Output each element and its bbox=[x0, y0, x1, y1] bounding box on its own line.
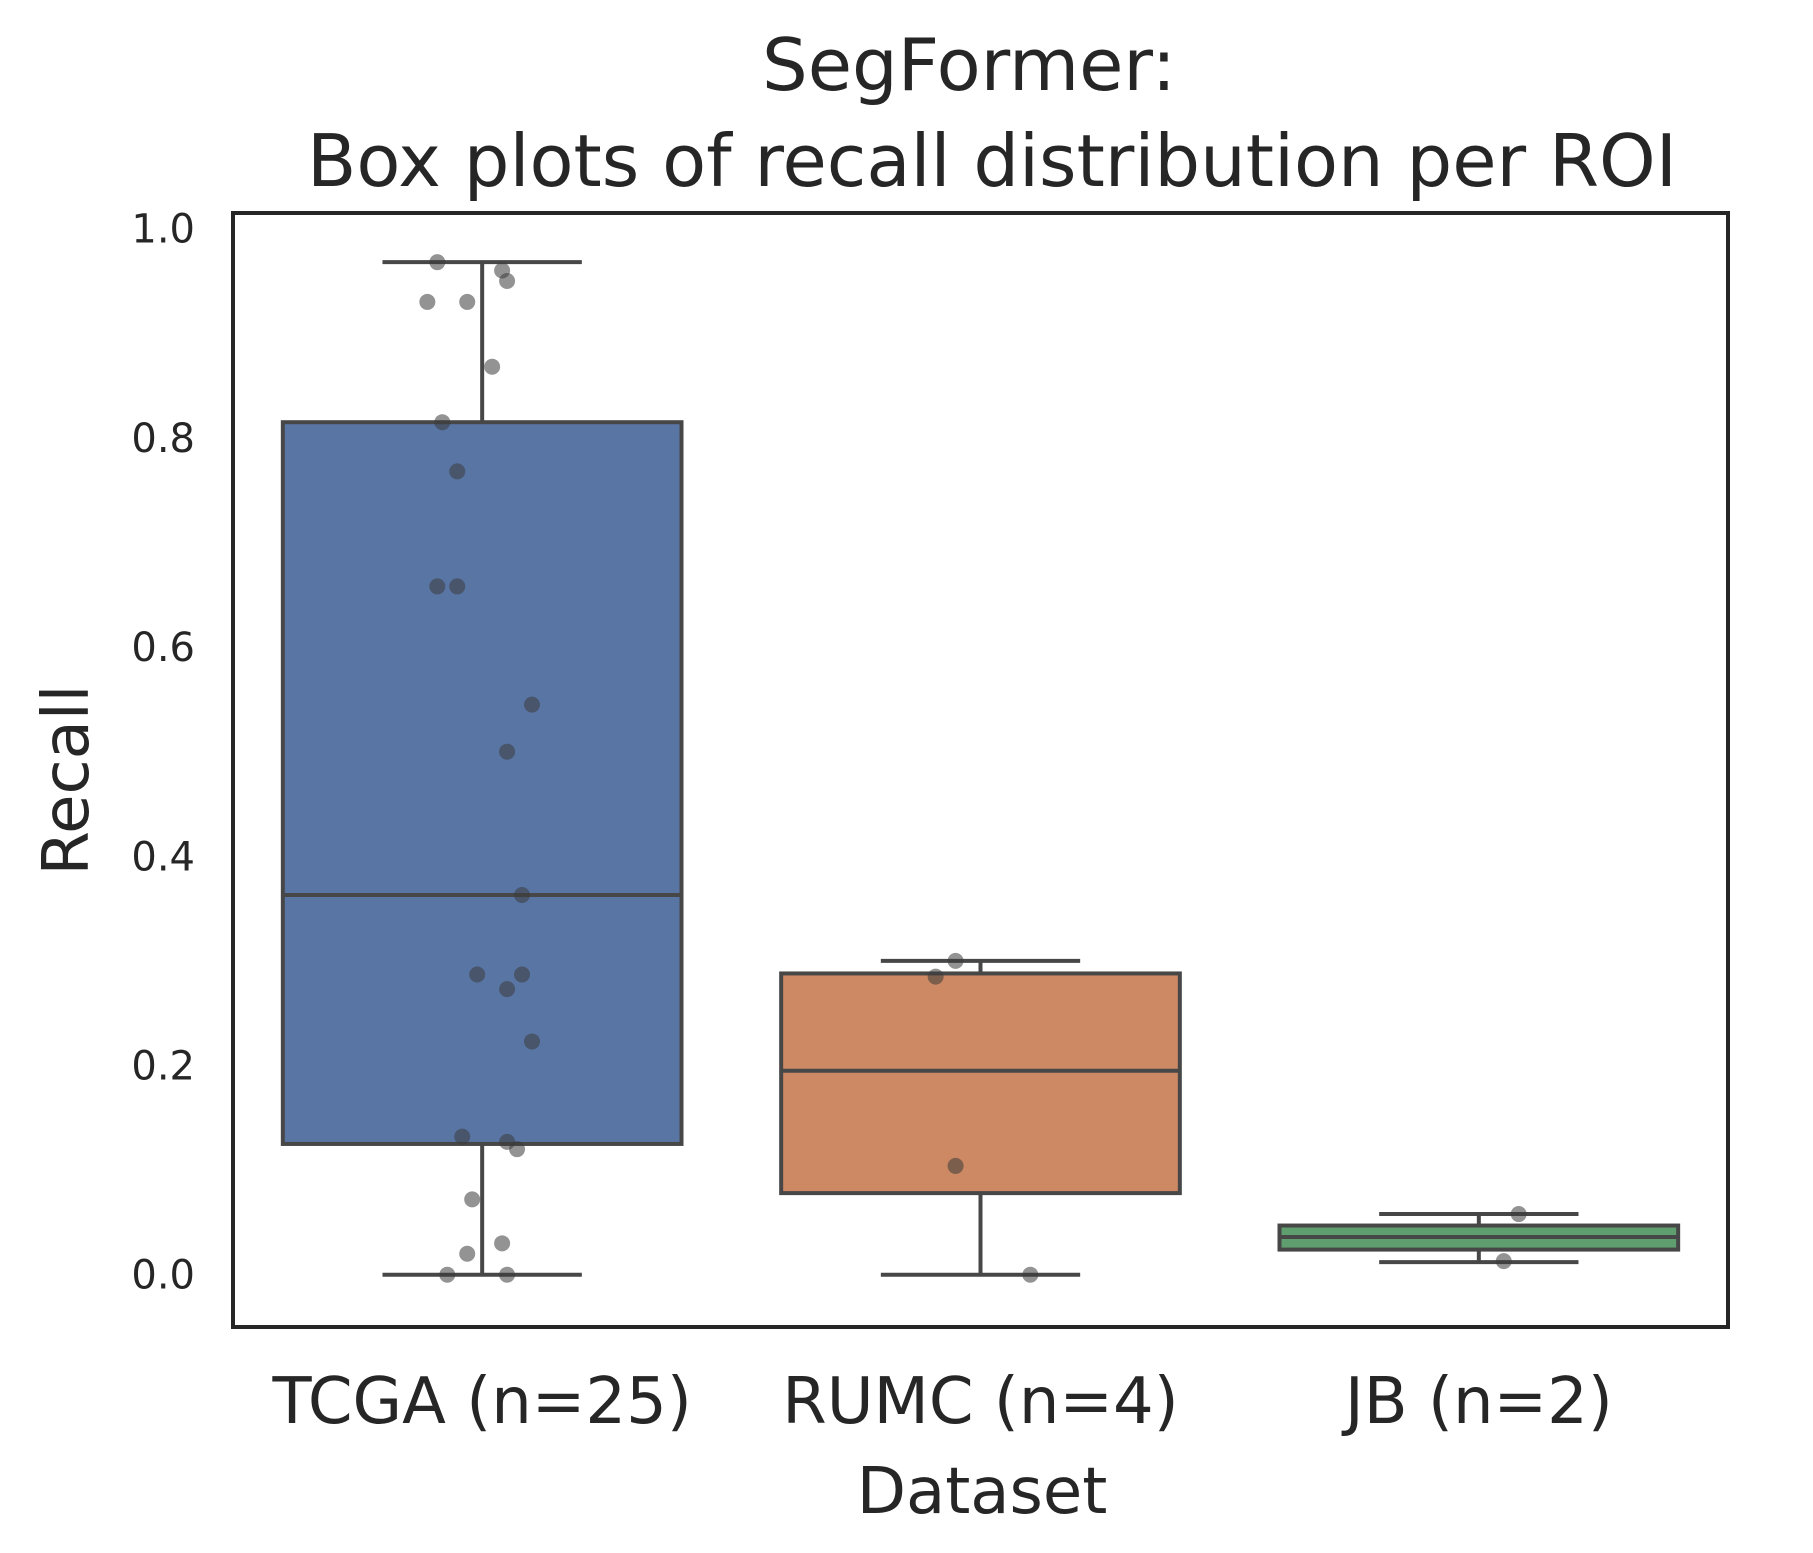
data-point bbox=[524, 696, 540, 713]
data-point bbox=[947, 952, 964, 969]
box-0 bbox=[280, 420, 684, 1146]
data-point bbox=[1495, 1253, 1512, 1270]
chart-title-line1: SegFormer: bbox=[762, 23, 1176, 107]
data-point bbox=[514, 886, 531, 903]
x-tick-label: RUMC (n=4) bbox=[782, 1365, 1178, 1439]
data-point bbox=[459, 1245, 476, 1262]
data-point bbox=[499, 1266, 516, 1283]
data-point bbox=[524, 1033, 540, 1050]
y-axis-ticks: 0.0 0.2 0.4 0.6 0.8 1.0 bbox=[131, 207, 195, 1299]
data-point bbox=[947, 1157, 964, 1174]
data-point bbox=[449, 578, 466, 595]
data-point bbox=[419, 293, 436, 310]
strip-points bbox=[419, 254, 1527, 1283]
data-point bbox=[449, 463, 466, 480]
data-point bbox=[1510, 1206, 1527, 1223]
data-point bbox=[1022, 1266, 1039, 1283]
data-point bbox=[927, 968, 944, 985]
box-series bbox=[280, 260, 1681, 1277]
x-tick-label: TCGA (n=25) bbox=[272, 1365, 692, 1439]
x-axis-ticks: TCGA (n=25) RUMC (n=4) JB (n=2) bbox=[272, 1365, 1613, 1439]
plot-area-frame bbox=[231, 211, 1730, 1329]
y-tick-label: 0.8 bbox=[131, 416, 195, 462]
data-point bbox=[509, 1141, 526, 1158]
data-point bbox=[459, 293, 476, 310]
chart-title-line2: Box plots of recall distribution per ROI bbox=[307, 119, 1677, 203]
data-point bbox=[439, 1266, 456, 1283]
data-point bbox=[499, 981, 516, 998]
data-point bbox=[469, 966, 486, 983]
data-point bbox=[464, 1191, 481, 1208]
data-point bbox=[454, 1128, 471, 1145]
data-point bbox=[484, 358, 501, 375]
x-tick-label: JB (n=2) bbox=[1341, 1365, 1613, 1439]
x-axis-label: Dataset bbox=[857, 1455, 1108, 1529]
data-point bbox=[429, 254, 446, 271]
y-tick-label: 1.0 bbox=[131, 207, 195, 253]
data-point bbox=[499, 272, 516, 289]
data-point bbox=[494, 1235, 511, 1252]
y-tick-label: 0.6 bbox=[131, 625, 195, 671]
y-tick-label: 0.0 bbox=[131, 1253, 195, 1299]
y-tick-label: 0.4 bbox=[131, 834, 195, 880]
data-point bbox=[514, 966, 531, 983]
data-point bbox=[434, 414, 451, 431]
y-axis-label: Recall bbox=[30, 685, 104, 876]
data-point bbox=[499, 743, 516, 760]
data-point bbox=[429, 578, 446, 595]
box-1 bbox=[779, 971, 1182, 1196]
y-tick-label: 0.2 bbox=[131, 1043, 195, 1089]
